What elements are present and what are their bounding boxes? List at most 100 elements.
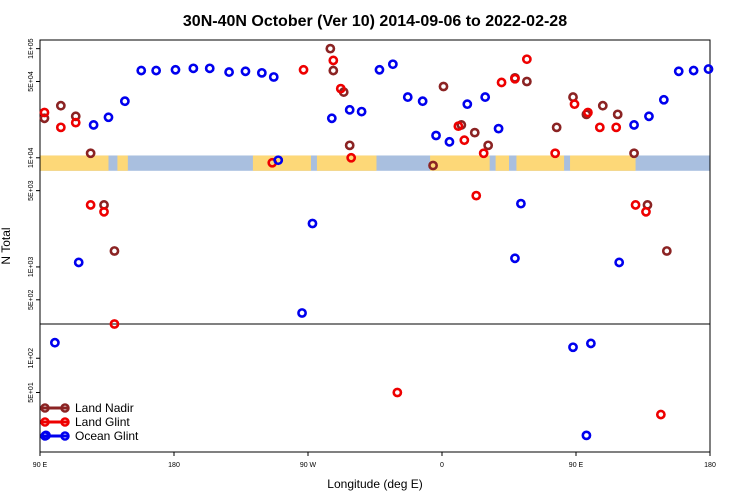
data-point (170, 64, 181, 75)
data-point (469, 127, 480, 138)
data-point (344, 104, 355, 115)
x-tick-label: 180 (704, 462, 716, 469)
data-point (328, 65, 339, 76)
data-point (204, 63, 215, 74)
data-point (611, 122, 622, 133)
data-point (85, 148, 96, 159)
data-point (268, 72, 279, 82)
data-point (402, 92, 413, 102)
data-point (335, 83, 346, 94)
x-tick-label: 90 W (300, 462, 317, 469)
data-point (581, 430, 592, 441)
data-point (119, 96, 130, 107)
data-point (431, 130, 441, 141)
legend-label-land-nadir: Land Nadir (75, 401, 134, 415)
data-point (673, 66, 684, 77)
data-point (644, 111, 654, 122)
y-tick-label: 5E+04 (28, 71, 35, 92)
data-point (480, 92, 491, 102)
map-land (430, 155, 490, 171)
data-points (39, 43, 714, 441)
data-point (392, 387, 403, 398)
x-axis: 90 E 180 90 W 0 90 E 180 (33, 452, 716, 469)
data-point (496, 77, 507, 88)
series-land-nadir (39, 43, 672, 256)
data-point (516, 198, 526, 209)
map-land (495, 155, 509, 171)
data-point (417, 96, 428, 107)
plot-area: 1E+05 5E+04 1E+04 5E+03 1E+03 5E+02 1E+02 5E+01… (28, 38, 716, 469)
data-point (307, 218, 318, 229)
x-tick-label: 180 (168, 462, 180, 469)
data-point (88, 120, 99, 130)
series-ocean-glint (41, 59, 714, 441)
data-point (73, 257, 84, 268)
data-point (597, 100, 608, 111)
data-point (49, 337, 60, 348)
data-point (151, 65, 162, 76)
data-point (356, 106, 367, 117)
data-point (444, 136, 455, 147)
data-point (55, 100, 66, 111)
series-land-glint (39, 54, 666, 420)
x-axis-label: Longitude (deg E) (327, 477, 422, 491)
data-point (612, 109, 623, 120)
data-point (39, 113, 50, 124)
x-tick-label: 90 E (33, 462, 48, 469)
data-point (224, 67, 234, 77)
data-point (521, 54, 532, 65)
data-point (346, 152, 357, 163)
map-land (40, 155, 109, 171)
data-point (39, 107, 50, 118)
data-point (453, 121, 464, 132)
data-point (629, 148, 639, 159)
data-point (459, 135, 470, 146)
map-land (117, 155, 128, 171)
data-point (374, 64, 385, 75)
data-point (188, 63, 199, 74)
data-point (551, 122, 562, 133)
data-point (614, 257, 625, 268)
data-point (297, 308, 307, 318)
data-point (655, 409, 666, 420)
world-map-strip (40, 155, 710, 171)
data-point (462, 99, 473, 110)
data-point (326, 113, 337, 124)
legend-item-land-nadir: Land Nadir (40, 401, 134, 415)
data-point (661, 246, 672, 256)
data-point (438, 81, 449, 92)
data-point (70, 117, 81, 128)
data-point (483, 140, 494, 151)
data-point (510, 73, 520, 84)
data-point (136, 65, 147, 76)
data-point (630, 200, 641, 210)
data-point (109, 246, 120, 256)
y-tick-label: 1E+05 (28, 38, 35, 59)
y-tick-label: 5E+03 (28, 180, 35, 201)
data-point (583, 107, 593, 118)
data-point (328, 55, 339, 66)
data-point (471, 190, 482, 201)
data-point (641, 206, 651, 217)
y-axis: 1E+05 5E+04 1E+04 5E+03 1E+03 5E+02 1E+02 5E+01 (28, 38, 40, 403)
data-point (658, 94, 669, 105)
y-tick-label: 1E+03 (28, 257, 35, 278)
chart-title: 30N-40N October (Ver 10) 2014-09-06 to 2… (183, 13, 567, 30)
x-tick-label: 0 (440, 462, 444, 469)
y-tick-label: 1E+02 (28, 348, 35, 369)
data-point (298, 64, 309, 75)
data-point (256, 67, 267, 78)
map-land (516, 155, 565, 171)
legend: Land Nadir Land Glint Ocean Glint (40, 401, 139, 443)
data-point (99, 206, 109, 217)
data-point (594, 122, 605, 133)
data-point (510, 253, 520, 264)
legend-label-ocean-glint: Ocean Glint (75, 429, 139, 443)
plot-frame (39, 39, 711, 453)
data-point (569, 99, 580, 110)
data-point (55, 122, 66, 133)
data-point (344, 140, 355, 151)
x-tick-label: 90 E (569, 462, 584, 469)
data-point (688, 65, 699, 76)
